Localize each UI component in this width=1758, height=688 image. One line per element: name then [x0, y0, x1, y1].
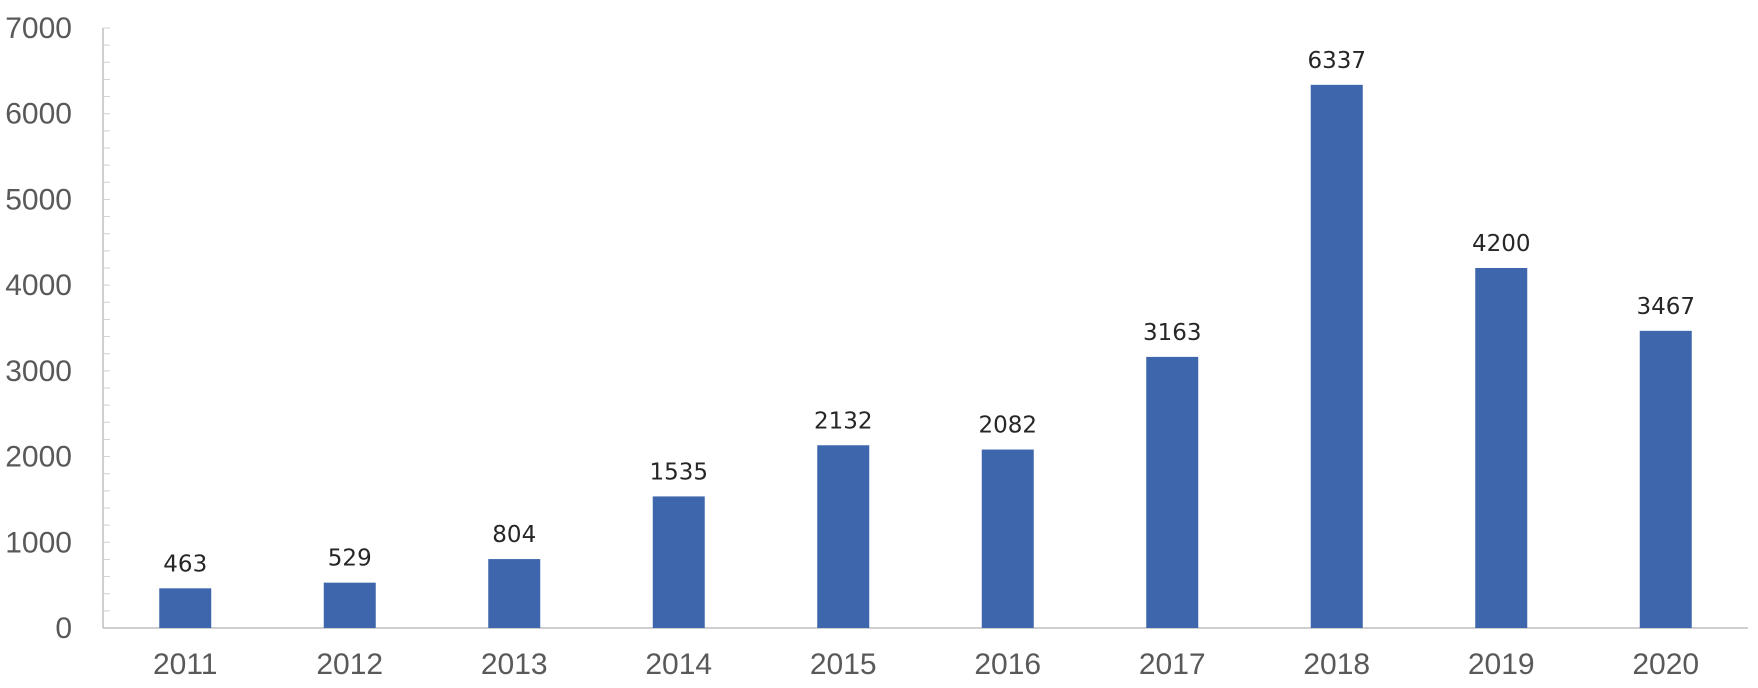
data-label: 2082 — [978, 413, 1037, 439]
x-tick-label: 2012 — [316, 648, 383, 681]
bar — [1639, 330, 1692, 628]
data-labels: 463 529 804 1535 2132 2082 3163 6337 4200 3467 — [163, 48, 1695, 577]
y-tick-label: 5000 — [5, 183, 72, 216]
data-label: 529 — [328, 546, 372, 572]
x-tick-label: 2017 — [1139, 648, 1206, 681]
bar — [488, 559, 541, 628]
x-tick-label: 2018 — [1303, 648, 1370, 681]
x-tick-label: 2011 — [153, 648, 218, 681]
data-label: 6337 — [1307, 48, 1366, 74]
data-label: 463 — [163, 551, 207, 577]
data-label: 4200 — [1472, 231, 1531, 257]
y-tick-label: 2000 — [5, 441, 72, 474]
bar — [159, 588, 212, 628]
y-tick-label: 0 — [55, 612, 72, 645]
bar — [981, 449, 1034, 628]
x-tick-label: 2020 — [1632, 648, 1699, 681]
data-label: 3467 — [1636, 294, 1695, 320]
bar — [652, 496, 705, 628]
bar — [817, 445, 870, 628]
data-label: 3163 — [1143, 320, 1202, 346]
bar — [1475, 268, 1528, 628]
bar — [1310, 84, 1363, 629]
y-tick-label: 6000 — [5, 98, 72, 131]
y-tick-label: 3000 — [5, 355, 72, 388]
bar-series — [159, 84, 1692, 629]
x-tick-label: 2014 — [645, 648, 712, 681]
data-label: 804 — [492, 522, 536, 548]
bar — [323, 582, 376, 628]
x-tick-label: 2015 — [810, 648, 877, 681]
y-tick-label: 1000 — [5, 526, 72, 559]
y-axis: 0 1000 2000 3000 4000 5000 6000 7000 — [5, 12, 110, 645]
data-label: 1535 — [649, 459, 708, 485]
y-tick-label: 7000 — [5, 12, 72, 45]
x-axis: 2011 2012 2013 2014 2015 2016 2017 2018 2019 2020 — [103, 627, 1748, 681]
x-tick-label: 2016 — [974, 648, 1041, 681]
y-tick-label: 4000 — [5, 269, 72, 302]
bar — [1146, 356, 1199, 628]
x-tick-label: 2019 — [1468, 648, 1535, 681]
x-tick-label: 2013 — [481, 648, 548, 681]
data-label: 2132 — [814, 408, 873, 434]
